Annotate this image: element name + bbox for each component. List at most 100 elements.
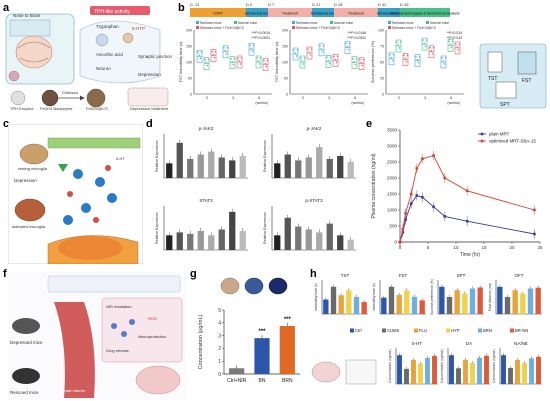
chart-title: p-JAK2: [307, 126, 322, 131]
p-value-annotation: ***P=0.0146: [347, 31, 366, 35]
x-tick-label: 5: [427, 245, 430, 250]
data-point: [450, 46, 453, 49]
legend-swatch: [382, 328, 386, 333]
bar: [411, 296, 418, 314]
bar: [229, 211, 236, 250]
data-point: [465, 219, 469, 223]
data-point: [205, 61, 207, 64]
data-point: [432, 47, 435, 49]
timeline-day: D -21: [190, 2, 201, 7]
legend-label: FLU: [419, 328, 427, 333]
p-value-annotation: ***P<0.0001: [251, 36, 270, 40]
panel-b-figure: CORT D -21 Behavioral test D 0 Treatment D 7 B…: [178, 2, 547, 109]
x-axis-label: (weeks): [447, 101, 460, 105]
timeline-segment-label: Behavioral test: [245, 12, 269, 16]
b-chart-3: 0 25 50 75 100 Sucrose preference (%) Stressed…: [370, 21, 464, 105]
timeline-segment: [246, 8, 268, 17]
bar: [284, 217, 291, 250]
legend-swatch: [388, 21, 391, 24]
rescued-mice-label: Rescued mice: [10, 390, 39, 395]
legend-label: Stressed mice: [200, 21, 222, 25]
data-point: [443, 215, 447, 218]
x-axis-label: Time (hr): [460, 252, 480, 258]
legend-label: Stressed mice: [296, 21, 318, 25]
legend-label: Normal mice: [430, 21, 449, 25]
g-brain-photos: [220, 277, 288, 295]
y-tick-label: 2500: [387, 160, 398, 165]
y-axis-label: Immobility time (s): [372, 283, 376, 311]
data-point: [231, 60, 233, 63]
legend-label: Stressed mice + Fe3O4@CS: [392, 26, 437, 30]
legend-label: Stressed mice + Fe3O4@CS: [296, 26, 341, 30]
data-point: [237, 57, 239, 59]
data-point: [432, 154, 435, 157]
data-point: [404, 218, 407, 221]
bar: [404, 290, 410, 314]
bar: [497, 286, 503, 314]
panel-d-charts: p-JAK2 Relative Expression p-JAK2 Relative …: [155, 126, 356, 251]
bar: [176, 142, 183, 178]
data-point: [429, 47, 431, 49]
timeline-segment-label: Behavioral test: [311, 12, 335, 16]
data-point: [327, 59, 329, 62]
5-htp-label: 5-HTP: [132, 26, 145, 31]
bar: [353, 297, 360, 314]
legend-swatch: [196, 26, 199, 29]
data-point: [361, 64, 364, 67]
x-axis-label: (weeks): [255, 101, 268, 105]
data-point: [401, 227, 405, 231]
x-tick-label: 25: [537, 245, 543, 250]
y-tick-label: 3: [218, 333, 221, 339]
data-point: [296, 49, 299, 51]
bar: [463, 359, 468, 384]
data-point: [404, 57, 406, 60]
data-point: [213, 56, 216, 59]
y-tick-label: 75: [380, 45, 384, 49]
panel-letter-c: c: [3, 118, 10, 130]
tph-enzyme-label: TPH Enzyme: [10, 106, 34, 111]
y-tick-label: 50: [380, 61, 384, 65]
fe3o4-cs-label: Fe3O4@CS: [86, 106, 108, 111]
y-tick-label: 0: [394, 240, 397, 245]
bar: [535, 287, 541, 314]
chart-title: TST: [341, 273, 350, 278]
data-point: [353, 60, 355, 63]
data-point: [391, 60, 394, 62]
data-point: [256, 57, 258, 59]
legend-label: Ctrl: [355, 328, 362, 333]
legend-label: BR-NN: [515, 328, 528, 333]
y-tick-label: 3000: [387, 144, 398, 149]
h-top-chart-2: FST Immobility time (s): [372, 273, 426, 315]
data-point: [326, 56, 328, 59]
bar: [425, 357, 430, 384]
data-point: [294, 52, 296, 54]
bar: [323, 299, 329, 314]
bar: [326, 223, 333, 250]
data-point: [443, 176, 447, 180]
chart-title: DA: [466, 341, 472, 346]
neuroprotection-label: Neuroprotection: [138, 334, 166, 339]
bar: [347, 239, 354, 250]
data-point: [225, 53, 228, 55]
activated-microglia-label: activated microglia: [12, 224, 46, 229]
data-point: [423, 42, 425, 44]
panel-e-line-chart: 0 500 1000 1500 2000 2500 3000 3500 0 5 10 15 20 25 Ti…: [371, 128, 543, 259]
bar: [274, 163, 281, 178]
x-tick-label: 3: [328, 96, 330, 100]
data-point: [405, 60, 408, 63]
y-tick-label: 3500: [387, 128, 398, 133]
p-value-annotation: **P=0.043: [447, 36, 462, 40]
drug-release-label: Drug release: [106, 348, 130, 353]
timeline-segment: [268, 8, 312, 17]
chart-title: SPT: [457, 273, 466, 278]
data-point: [310, 48, 313, 50]
bar: [338, 295, 344, 314]
data-point: [295, 55, 298, 57]
bar: [326, 158, 333, 178]
bar: [477, 287, 483, 314]
y-tick-label: 100: [186, 61, 192, 65]
bar: [316, 232, 323, 250]
bar: [187, 233, 194, 250]
h-bottom-chart-2: DA Concentration (ng/mL): [440, 341, 490, 385]
bar: [347, 161, 354, 178]
